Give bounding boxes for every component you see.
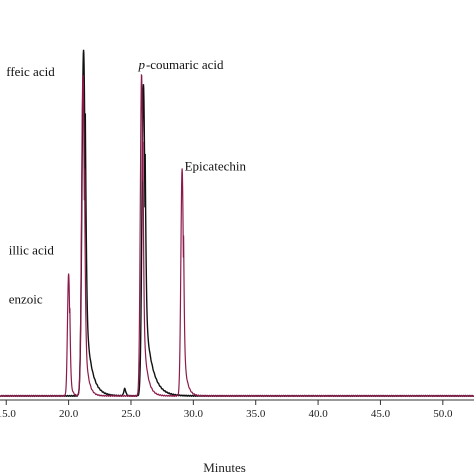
x-tick-label: 35.0: [246, 408, 266, 420]
x-tick-label: 15.0: [0, 408, 16, 420]
x-tick-label: 20.0: [59, 408, 79, 420]
peak-label: ffeic acid: [6, 64, 55, 79]
x-tick-label: 50.0: [433, 408, 453, 420]
peak-annotations: ffeic acid p -coumaric acid Epicatechin illi…: [6, 57, 246, 307]
x-tick-label: 40.0: [308, 408, 328, 420]
x-tick-label: 25.0: [121, 408, 141, 420]
peak-label: Epicatechin: [185, 159, 247, 174]
series-line-1: [0, 73, 474, 397]
peak-label: enzoic: [9, 292, 43, 307]
plot-lines: [0, 49, 474, 398]
x-tick-label: 45.0: [371, 408, 391, 420]
peak-label: p: [137, 57, 145, 72]
x-tick-label: 30.0: [184, 408, 204, 420]
peak-label: illic acid: [9, 243, 55, 258]
x-axis-title: Minutes: [203, 460, 246, 474]
peak-label: -coumaric acid: [146, 57, 224, 72]
x-axis-ticks: 15.020.025.030.035.040.045.050.055.0: [0, 400, 453, 420]
